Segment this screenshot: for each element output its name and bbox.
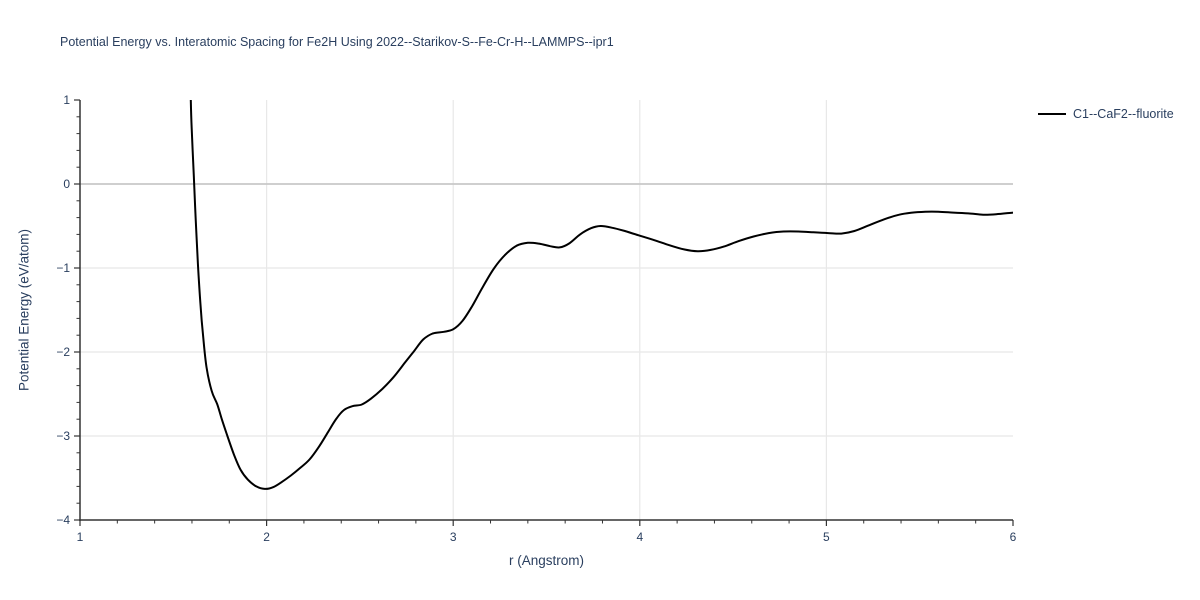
x-tick-label: 1 (77, 530, 84, 544)
x-tick-label: 6 (1010, 530, 1017, 544)
y-tick-label: −1 (56, 261, 70, 275)
x-tick-label: 4 (636, 530, 643, 544)
legend-label: C1--CaF2--fluorite (1073, 107, 1174, 121)
legend-item[interactable]: C1--CaF2--fluorite (1038, 107, 1174, 121)
x-tick-label: 5 (823, 530, 830, 544)
y-tick-label: 1 (63, 93, 70, 107)
x-tick-label: 3 (450, 530, 457, 544)
series-line-c1-caf2-fluorite[interactable] (189, 0, 1013, 490)
legend-line-icon (1038, 113, 1066, 115)
chart-title: Potential Energy vs. Interatomic Spacing… (60, 35, 614, 49)
y-tick-label: −2 (56, 345, 70, 359)
y-tick-label: −3 (56, 429, 70, 443)
y-tick-label: 0 (63, 177, 70, 191)
y-axis-label: Potential Energy (eV/atom) (16, 228, 32, 392)
x-tick-label: 2 (263, 530, 270, 544)
y-tick-label: −4 (56, 513, 70, 527)
x-axis-label: r (Angstrom) (508, 553, 584, 568)
